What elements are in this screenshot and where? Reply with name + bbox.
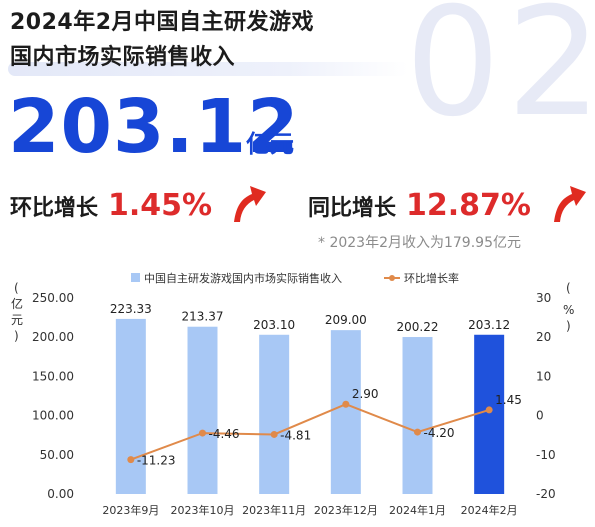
headline-revenue-value: 203.12 bbox=[8, 84, 300, 170]
bar bbox=[330, 330, 361, 494]
y-left-tick-label: 50.00 bbox=[40, 448, 74, 462]
legend-line-label: 环比增长率 bbox=[404, 271, 459, 285]
up-arrow-icon bbox=[554, 186, 586, 222]
page-title-line2: 国内市场实际销售收入 bbox=[10, 45, 236, 70]
bar-value-label: 200.22 bbox=[397, 320, 439, 334]
legend-bar-label: 中国自主研发游戏国内市场实际销售收入 bbox=[144, 271, 342, 285]
legend-bar-swatch bbox=[131, 273, 140, 282]
page-title-line1: 2024年2月中国自主研发游戏 bbox=[10, 10, 315, 35]
line-point bbox=[414, 428, 421, 436]
y-left-tick-label: 150.00 bbox=[32, 369, 74, 383]
line-point bbox=[485, 406, 493, 414]
line-value-label: -11.23 bbox=[137, 454, 176, 468]
line-value-label: 1.45 bbox=[495, 393, 522, 407]
x-tick-label: 2024年2月 bbox=[461, 503, 518, 517]
x-tick-label: 2023年10月 bbox=[171, 503, 235, 517]
y-left-paren-close: ) bbox=[14, 329, 19, 343]
footnote-2023-feb: * 2023年2月收入为179.95亿元 bbox=[318, 235, 521, 251]
line-point bbox=[342, 400, 350, 408]
bar bbox=[474, 334, 505, 494]
y-left-tick-label: 100.00 bbox=[32, 409, 74, 423]
y-left-paren-open: ( bbox=[14, 281, 19, 295]
mom-growth: 环比增长 1.45% bbox=[10, 188, 212, 223]
x-tick-label: 2023年9月 bbox=[102, 503, 159, 517]
line-value-label: -4.81 bbox=[280, 428, 311, 442]
x-tick-label: 2023年12月 bbox=[314, 503, 378, 517]
y-left-tick-label: 250.00 bbox=[32, 291, 74, 305]
mom-growth-label: 环比增长 bbox=[10, 196, 99, 221]
y-right-paren-open: ( bbox=[566, 281, 571, 295]
watermark-number: 02 bbox=[405, 0, 595, 150]
x-tick-label: 2023年11月 bbox=[242, 503, 306, 517]
bar bbox=[115, 318, 146, 494]
bar bbox=[187, 326, 218, 494]
y-right-tick-label: 10 bbox=[536, 369, 551, 383]
mom-growth-line bbox=[130, 403, 490, 461]
line-point bbox=[199, 429, 206, 437]
up-arrow-icon bbox=[234, 186, 266, 222]
y-left-axis-label-char: 亿 bbox=[11, 296, 23, 311]
yoy-growth: 同比增长 12.87% bbox=[308, 188, 531, 223]
yoy-growth-label: 同比增长 bbox=[308, 196, 397, 221]
bar-value-label: 203.12 bbox=[468, 318, 510, 332]
y-right-tick-label: 30 bbox=[536, 291, 551, 305]
bar bbox=[402, 337, 433, 494]
bar bbox=[259, 334, 290, 494]
line-value-label: -4.46 bbox=[209, 427, 240, 441]
line-point bbox=[127, 456, 135, 464]
bar-value-label: 209.00 bbox=[325, 313, 367, 327]
y-right-axis-label: % bbox=[563, 303, 574, 317]
yoy-growth-value: 12.87% bbox=[406, 188, 531, 223]
headline-revenue-unit: 亿元 bbox=[246, 130, 294, 158]
line-value-label: -4.20 bbox=[424, 426, 455, 440]
bar-value-label: 203.10 bbox=[253, 318, 295, 332]
y-left-tick-label: 0.00 bbox=[47, 487, 74, 501]
y-left-axis-label-char: 元 bbox=[11, 313, 23, 327]
y-right-tick-label: -20 bbox=[536, 487, 556, 501]
x-tick-label: 2024年1月 bbox=[389, 503, 446, 517]
line-value-label: 2.90 bbox=[352, 387, 379, 401]
title-underline bbox=[8, 62, 408, 76]
y-right-tick-label: 20 bbox=[536, 330, 551, 344]
bar-value-label: 223.33 bbox=[110, 302, 152, 316]
combo-chart: 中国自主研发游戏国内市场实际销售收入 环比增长率(亿元)0.0050.00100.… bbox=[11, 271, 574, 517]
y-right-paren-close: ) bbox=[566, 319, 571, 333]
bar-value-label: 213.37 bbox=[182, 310, 224, 324]
mom-growth-value: 1.45% bbox=[108, 188, 213, 223]
legend-line-marker bbox=[389, 275, 395, 281]
line-point bbox=[270, 430, 278, 438]
y-right-tick-label: 0 bbox=[536, 409, 544, 423]
y-left-tick-label: 200.00 bbox=[32, 330, 74, 344]
y-right-tick-label: -10 bbox=[536, 448, 556, 462]
